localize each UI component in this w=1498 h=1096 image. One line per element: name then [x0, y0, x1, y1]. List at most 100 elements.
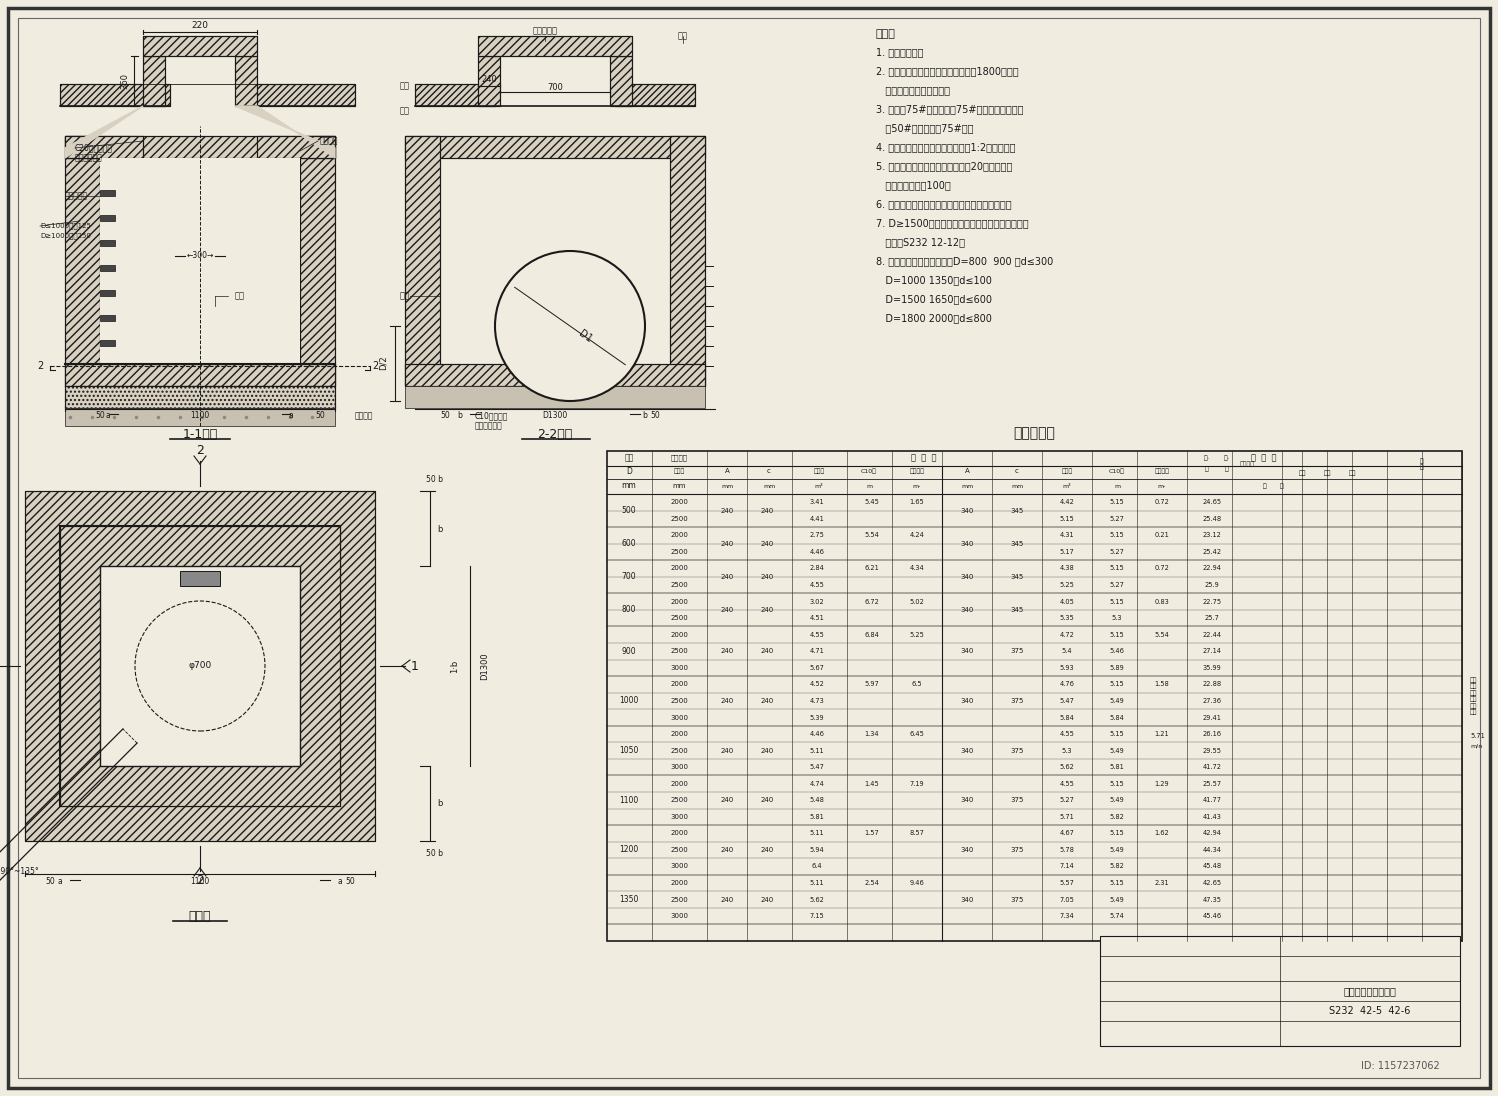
Text: D=1500 1650时d≤600: D=1500 1650时d≤600: [876, 294, 992, 304]
Text: 井室: 井室: [400, 292, 410, 300]
Text: 3. 井墙用75#水泥砂浆砌75#砖，无地下水时可: 3. 井墙用75#水泥砂浆砌75#砖，无地下水时可: [876, 104, 1023, 114]
Text: 5.27: 5.27: [1110, 549, 1125, 555]
Bar: [415, 84, 494, 106]
Text: 240: 240: [761, 574, 773, 580]
Bar: [25, 491, 374, 841]
Text: 0.72: 0.72: [1155, 500, 1170, 505]
Text: 375: 375: [1010, 897, 1023, 903]
Text: 6.21: 6.21: [864, 566, 879, 571]
Bar: [64, 136, 100, 386]
Bar: [235, 56, 258, 106]
Text: 1.57: 1.57: [864, 831, 879, 836]
Text: 4. 抹面、勾缝、座浆抹：沿灰均用1:2水泥砂浆；: 4. 抹面、勾缝、座浆抹：沿灰均用1:2水泥砂浆；: [876, 142, 1016, 152]
Text: 7.05: 7.05: [1059, 897, 1074, 903]
Text: b: b: [643, 411, 647, 421]
Text: 5. 井壁内外抹面自井底至井顶，厚20；遇地下水: 5. 井壁内外抹面自井底至井顶，厚20；遇地下水: [876, 161, 1013, 171]
Text: 1.62: 1.62: [1155, 831, 1170, 836]
Text: ID: 1157237062: ID: 1157237062: [1362, 1061, 1440, 1071]
Text: 用50#混合砂浆砌75#砖；: 用50#混合砂浆砌75#砖；: [876, 123, 974, 133]
Text: 240: 240: [761, 847, 773, 853]
Text: 5.78: 5.78: [1059, 847, 1074, 853]
Text: 340: 340: [960, 507, 974, 514]
Text: 2000: 2000: [670, 682, 688, 687]
Text: 2500: 2500: [670, 615, 688, 621]
Text: 50 b: 50 b: [427, 475, 443, 483]
Text: 50 b: 50 b: [427, 848, 443, 857]
Text: S232  42-5  42-6: S232 42-5 42-6: [1329, 1006, 1411, 1016]
Text: 340: 340: [960, 540, 974, 547]
Text: 340: 340: [960, 797, 974, 803]
Text: 240: 240: [761, 797, 773, 803]
Text: 侧槽: 侧槽: [1323, 470, 1330, 476]
Text: 5.11: 5.11: [810, 880, 824, 886]
Text: 等于工管管径: 等于工管管径: [475, 422, 503, 431]
Text: 4.24: 4.24: [909, 533, 924, 538]
Text: mm: mm: [762, 483, 774, 489]
Bar: [100, 340, 115, 346]
Bar: [404, 386, 706, 408]
Text: 700: 700: [547, 82, 563, 91]
Text: 2: 2: [37, 361, 43, 372]
Text: 5.71: 5.71: [1059, 814, 1074, 820]
Text: 5.02: 5.02: [909, 598, 924, 605]
Text: 5.35: 5.35: [1059, 615, 1074, 621]
Text: 4.31: 4.31: [1059, 533, 1074, 538]
Text: m: m: [866, 483, 872, 489]
Bar: [478, 56, 500, 106]
Text: ←300→: ←300→: [186, 251, 214, 261]
Bar: [64, 136, 336, 158]
Text: D/2: D/2: [379, 356, 388, 370]
Text: 25.48: 25.48: [1203, 516, 1221, 522]
Text: C10管: C10管: [1109, 468, 1125, 473]
Bar: [478, 56, 500, 106]
Text: 7.14: 7.14: [1059, 864, 1074, 869]
Text: 7.19: 7.19: [909, 780, 924, 787]
Text: 5.15: 5.15: [1110, 880, 1125, 886]
Text: 时，井底铺碎石100；: 时，井底铺碎石100；: [876, 180, 951, 190]
Bar: [60, 84, 169, 106]
Text: 壁浆: 壁浆: [679, 32, 688, 41]
Text: 3000: 3000: [670, 715, 688, 720]
Bar: [404, 136, 440, 386]
Text: 6. 接入支管超挖部分用级配砂石、砼或砖砌填实；: 6. 接入支管超挖部分用级配砂石、砼或砖砌填实；: [876, 199, 1011, 209]
Text: a: a: [57, 878, 63, 887]
Text: 1.65: 1.65: [909, 500, 924, 505]
Bar: [246, 84, 355, 106]
Text: 2500: 2500: [670, 847, 688, 853]
Text: 27.14: 27.14: [1203, 648, 1221, 654]
Text: 5.71: 5.71: [1470, 733, 1485, 739]
Text: 360: 360: [120, 73, 129, 89]
Text: 41.43: 41.43: [1203, 814, 1221, 820]
Text: 2500: 2500: [670, 648, 688, 654]
Text: 4.73: 4.73: [809, 698, 824, 704]
Text: 5.81: 5.81: [809, 814, 824, 820]
Text: 5.15: 5.15: [1110, 500, 1125, 505]
Text: D1300: D1300: [542, 411, 568, 421]
Bar: [1100, 936, 1461, 1046]
Text: 1050: 1050: [619, 746, 638, 755]
Text: 2.75: 2.75: [809, 533, 824, 538]
Bar: [258, 136, 336, 158]
Text: m-: m-: [912, 483, 921, 489]
Text: 340: 340: [960, 847, 974, 853]
Text: 26.16: 26.16: [1203, 731, 1221, 737]
Bar: [610, 56, 632, 106]
Text: 340: 340: [960, 698, 974, 704]
Text: 345: 345: [1010, 540, 1023, 547]
Text: 3.02: 3.02: [809, 598, 824, 605]
Text: 6.45: 6.45: [909, 731, 924, 737]
Text: 375: 375: [1010, 847, 1023, 853]
Text: 5.45: 5.45: [864, 500, 879, 505]
Text: 50: 50: [440, 411, 449, 421]
Text: 50: 50: [315, 411, 325, 421]
Text: 5.49: 5.49: [1110, 897, 1125, 903]
Text: 5.74: 5.74: [1110, 913, 1125, 920]
Text: 1. 单位：毫米；: 1. 单位：毫米；: [876, 47, 923, 57]
Text: 壁浆: 壁浆: [400, 106, 410, 115]
Text: 爬梯
安装
至管
顶高
程数
量为: 爬梯 安装 至管 顶高 程数 量为: [1470, 677, 1477, 715]
Text: c: c: [767, 468, 771, 473]
Text: 井头、井座: 井头、井座: [532, 26, 557, 35]
Text: 7.15: 7.15: [809, 913, 824, 920]
Text: 2.84: 2.84: [809, 566, 824, 571]
Text: 砌砖量: 砌砖量: [1062, 468, 1073, 473]
